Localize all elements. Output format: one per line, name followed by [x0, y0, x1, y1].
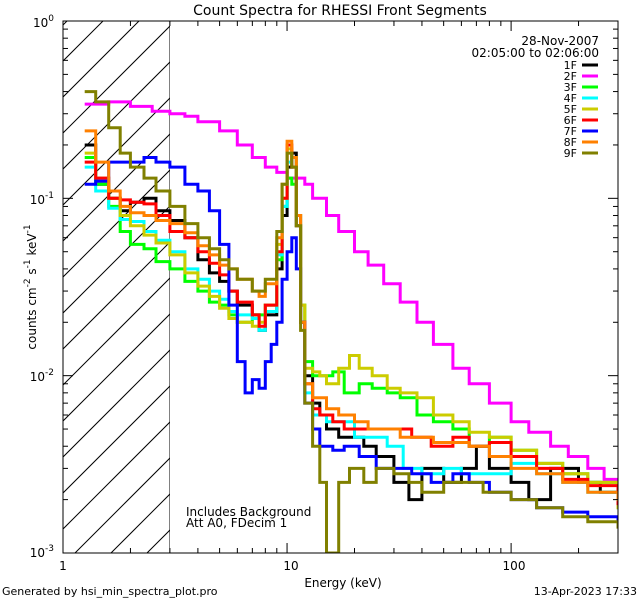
legend-label-9F: 9F — [564, 147, 577, 160]
y-tick-labels: 100 10-1 10-2 10-3 — [30, 14, 55, 560]
legend-label-1F: 1F — [564, 59, 577, 72]
series-group — [84, 90, 618, 553]
legend-label-3F: 3F — [564, 81, 577, 94]
axis-ticks — [62, 20, 619, 554]
footer-timestamp: 13-Apr-2023 17:33 — [534, 585, 637, 598]
x-tick-label-100: 100 — [503, 559, 526, 573]
y-tick-label-0.01: 10-2 — [30, 368, 54, 384]
series-line-2F — [84, 100, 618, 491]
y-axis-label: counts cm-2 s-1 keV-1 — [23, 224, 39, 349]
legend-label-8F: 8F — [564, 136, 577, 149]
y-tick-label-0.1: 10-1 — [30, 191, 54, 207]
x-tick-label-10: 10 — [283, 559, 298, 573]
hatch-line — [63, 385, 170, 494]
y-tick-label-0.001: 10-3 — [30, 544, 54, 560]
legend-label-6F: 6F — [564, 114, 577, 127]
hatch-line — [63, 421, 170, 530]
excluded-region-hatch — [63, 21, 170, 553]
series-line-8F — [84, 129, 618, 502]
hatch-line — [63, 205, 170, 314]
date-label: 28-Nov-2007 — [521, 34, 599, 48]
hatch-line — [63, 241, 170, 350]
x-tick-labels: 1 10 100 — [59, 559, 525, 573]
x-tick-label-1: 1 — [59, 559, 67, 573]
annotation-attenuator: Att A0, FDecim 1 — [186, 516, 287, 530]
legend-label-7F: 7F — [564, 125, 577, 138]
chart-title: Count Spectra for RHESSI Front Segments — [193, 3, 487, 19]
hatch-line — [63, 349, 170, 458]
legend-label-2F: 2F — [564, 70, 577, 83]
series-line-9F — [84, 90, 618, 553]
hatch-line — [63, 25, 170, 134]
hatch-line — [63, 21, 104, 62]
hatch-line — [63, 169, 170, 278]
footer-generated-by: Generated by hsi_min_spectra_plot.pro — [2, 585, 218, 598]
x-axis-label: Energy (keV) — [304, 576, 381, 590]
time-range-label: 02:05:00 to 02:06:00 — [472, 46, 599, 60]
series-line-7F — [84, 156, 618, 524]
legend-label-4F: 4F — [564, 92, 577, 105]
legend-label-5F: 5F — [564, 103, 577, 116]
hatch-line — [63, 21, 140, 98]
plot-frame — [62, 20, 619, 554]
annotation-background: Includes Background — [186, 505, 311, 519]
y-tick-label-1: 100 — [33, 14, 54, 30]
